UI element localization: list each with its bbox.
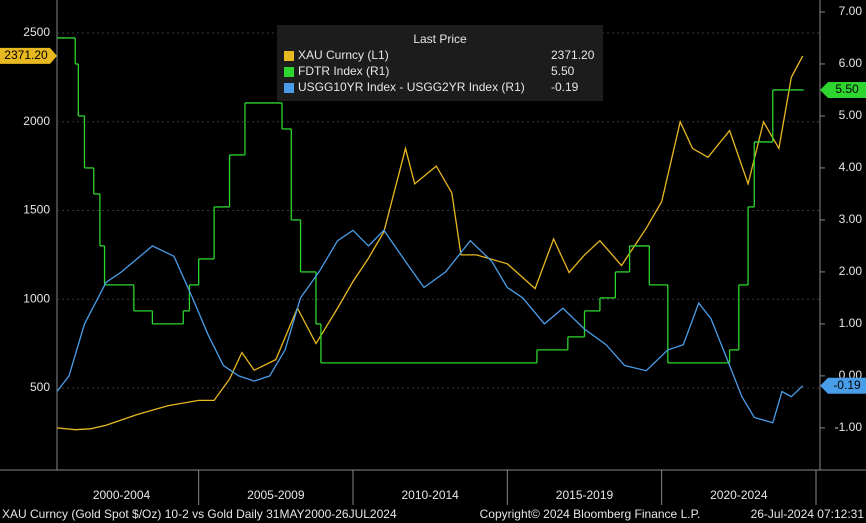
value-tag-label: 5.50 (835, 82, 859, 96)
plot (56, 37, 804, 431)
y2-tick-label: 5.00 (839, 108, 863, 122)
legend-swatch (284, 83, 294, 93)
x-tick-label: 2005-2009 (247, 488, 305, 502)
y2-tick-label: 6.00 (839, 56, 863, 70)
y2-tick-label: 1.00 (839, 316, 863, 330)
series-line (56, 55, 804, 431)
legend-value: -0.19 (551, 80, 579, 94)
footer-right: 26-Jul-2024 07:12:31 (751, 507, 865, 521)
y-tick-label: 2000 (23, 114, 50, 128)
x-tick-label: 2000-2004 (93, 488, 151, 502)
x-tick-label: 2015-2019 (556, 488, 614, 502)
y-tick-label: 1500 (23, 203, 50, 217)
legend-label: XAU Curncy (L1) (298, 48, 389, 62)
legend-value: 2371.20 (551, 48, 595, 62)
y2-tick-label: -1.00 (835, 420, 863, 434)
legend-value: 5.50 (551, 64, 575, 78)
legend-swatch (284, 67, 294, 77)
x-tick-label: 2020-2024 (710, 488, 768, 502)
value-tag (820, 377, 866, 394)
footer-left: XAU Curncy (Gold Spot $/Oz) 10-2 vs Gold… (2, 507, 397, 521)
value-tag (820, 81, 866, 98)
legend-label: USGG10YR Index - USGG2YR Index (R1) (298, 80, 525, 94)
y-tick-label: 500 (30, 380, 50, 394)
value-tag-label: 2371.20 (4, 48, 48, 62)
series-line (56, 229, 804, 424)
legend: XAU Curncy (L1) 2371.20 FDTR Index (R1) 5.5… (284, 48, 595, 94)
legend-title: Last Price (413, 32, 467, 46)
y2-tick-label: 3.00 (839, 212, 863, 226)
legend-label: FDTR Index (R1) (298, 64, 389, 78)
footer-center: Copyright© 2024 Bloomberg Finance L.P. (480, 507, 701, 521)
value-tag-label: -0.19 (833, 378, 861, 392)
legend-swatch (284, 51, 294, 61)
x-tick-label: 2010-2014 (401, 488, 459, 502)
y2-tick-label: 2.00 (839, 264, 863, 278)
legend-box (277, 25, 603, 101)
y-tick-label: 2500 (23, 25, 50, 39)
y-tick-label: 1000 (23, 291, 50, 305)
value-tag (0, 47, 57, 64)
ticks: 5001000150020002500-1.000.001.002.003.00… (0, 4, 866, 505)
y2-tick-label: 7.00 (839, 4, 863, 18)
y2-tick-label: 4.00 (839, 160, 863, 174)
